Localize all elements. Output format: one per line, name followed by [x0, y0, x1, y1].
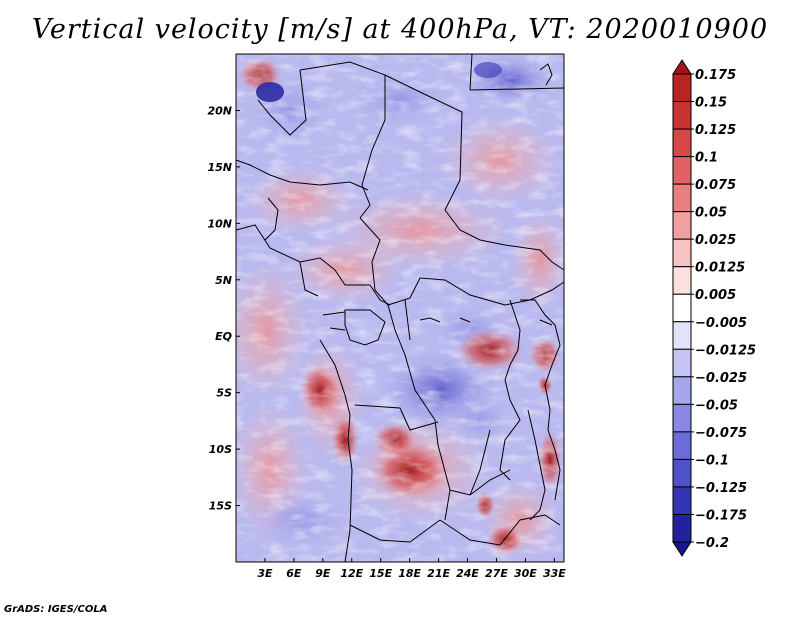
colorbar-swatch [672, 348, 692, 378]
colorbar-swatch [672, 458, 692, 488]
latitude-axis: 20N 15N 10N 5N EQ 5S 10S 15S [207, 104, 240, 513]
lat-tick-label: 5S [216, 387, 232, 400]
lon-tick-label: 6E [286, 567, 302, 580]
lat-tick-label: EQ [215, 330, 232, 343]
colorbar-level-label: −0.075 [695, 426, 747, 441]
colorbar-level-label: −0.005 [695, 316, 747, 331]
colorbar-level-label: 0.005 [695, 288, 736, 303]
lat-tick-label: 20N [207, 104, 232, 117]
lon-tick-label: 24E [456, 567, 479, 580]
vertical-velocity-field [236, 54, 564, 562]
colorbar-level-label: 0.15 [695, 96, 727, 111]
colorbar-top-arrow [672, 59, 692, 75]
colorbar-swatch [672, 513, 692, 543]
colorbar-level-label: 0.05 [695, 206, 727, 221]
map-title: Vertical velocity [m/s] at 400hPa, VT: 2… [31, 14, 769, 45]
map-frame [235, 53, 565, 563]
colorbar-level-label: 0.125 [695, 123, 736, 138]
colorbar-level-label: 0.075 [695, 178, 736, 193]
lon-tick-label: 21E [427, 567, 450, 580]
colorbar-swatch [672, 128, 692, 158]
lat-tick-label: 10S [209, 443, 232, 456]
colorbar-swatch [672, 293, 692, 323]
colorbar-level-label: 0.1 [695, 151, 718, 166]
colorbar-swatch [672, 321, 692, 350]
colorbar-bottom-arrow [672, 541, 692, 557]
colorbar-level-label: 0.175 [695, 68, 736, 83]
colorbar-swatch [672, 486, 692, 515]
colorbar-level-label: −0.1 [695, 453, 729, 468]
colorbar-level-label: −0.0125 [695, 343, 756, 358]
lon-tick-label: 3E [257, 567, 273, 580]
colorbar-level-label: −0.2 [695, 536, 729, 551]
colorbar: 0.175 0.15 0.125 0.1 0.075 0.05 0.025 0.0125 0.0… [672, 59, 756, 557]
colorbar-swatch [672, 73, 692, 103]
colorbar-level-label: 0.0125 [695, 261, 745, 276]
colorbar-level-label: −0.05 [695, 398, 738, 413]
lon-tick-label: 9E [315, 567, 331, 580]
colorbar-swatch [672, 156, 692, 185]
lon-tick-label: 30E [514, 567, 537, 580]
colorbar-swatch [672, 238, 692, 268]
colorbar-level-label: −0.025 [695, 371, 747, 386]
colorbar-level-label: 0.025 [695, 233, 736, 248]
lon-tick-label: 12E [340, 567, 363, 580]
lat-tick-label: 5N [215, 274, 232, 287]
lat-tick-label: 15N [207, 161, 232, 174]
colorbar-swatch [672, 403, 692, 433]
lon-tick-label: 33E [543, 567, 566, 580]
lat-tick-label: 15S [209, 500, 232, 513]
longitude-axis: 3E 6E 9E 12E 15E 18E 21E 24E 27E 30E 33E [257, 558, 566, 580]
colorbar-swatch [672, 101, 692, 130]
colorbar-swatch [672, 431, 692, 460]
colorbar-level-label: −0.175 [695, 508, 747, 523]
lat-tick-label: 10N [207, 217, 232, 230]
colorbar-swatch [672, 376, 692, 405]
colorbar-level-label: −0.125 [695, 481, 747, 496]
colorbar-swatch [672, 183, 692, 213]
colorbar-swatch [672, 266, 692, 295]
colorbar-swatch [672, 211, 692, 240]
lon-tick-label: 18E [398, 567, 421, 580]
lon-tick-label: 15E [369, 567, 392, 580]
lon-tick-label: 27E [485, 567, 508, 580]
grads-credit: GrADS: IGES/COLA [4, 604, 108, 615]
